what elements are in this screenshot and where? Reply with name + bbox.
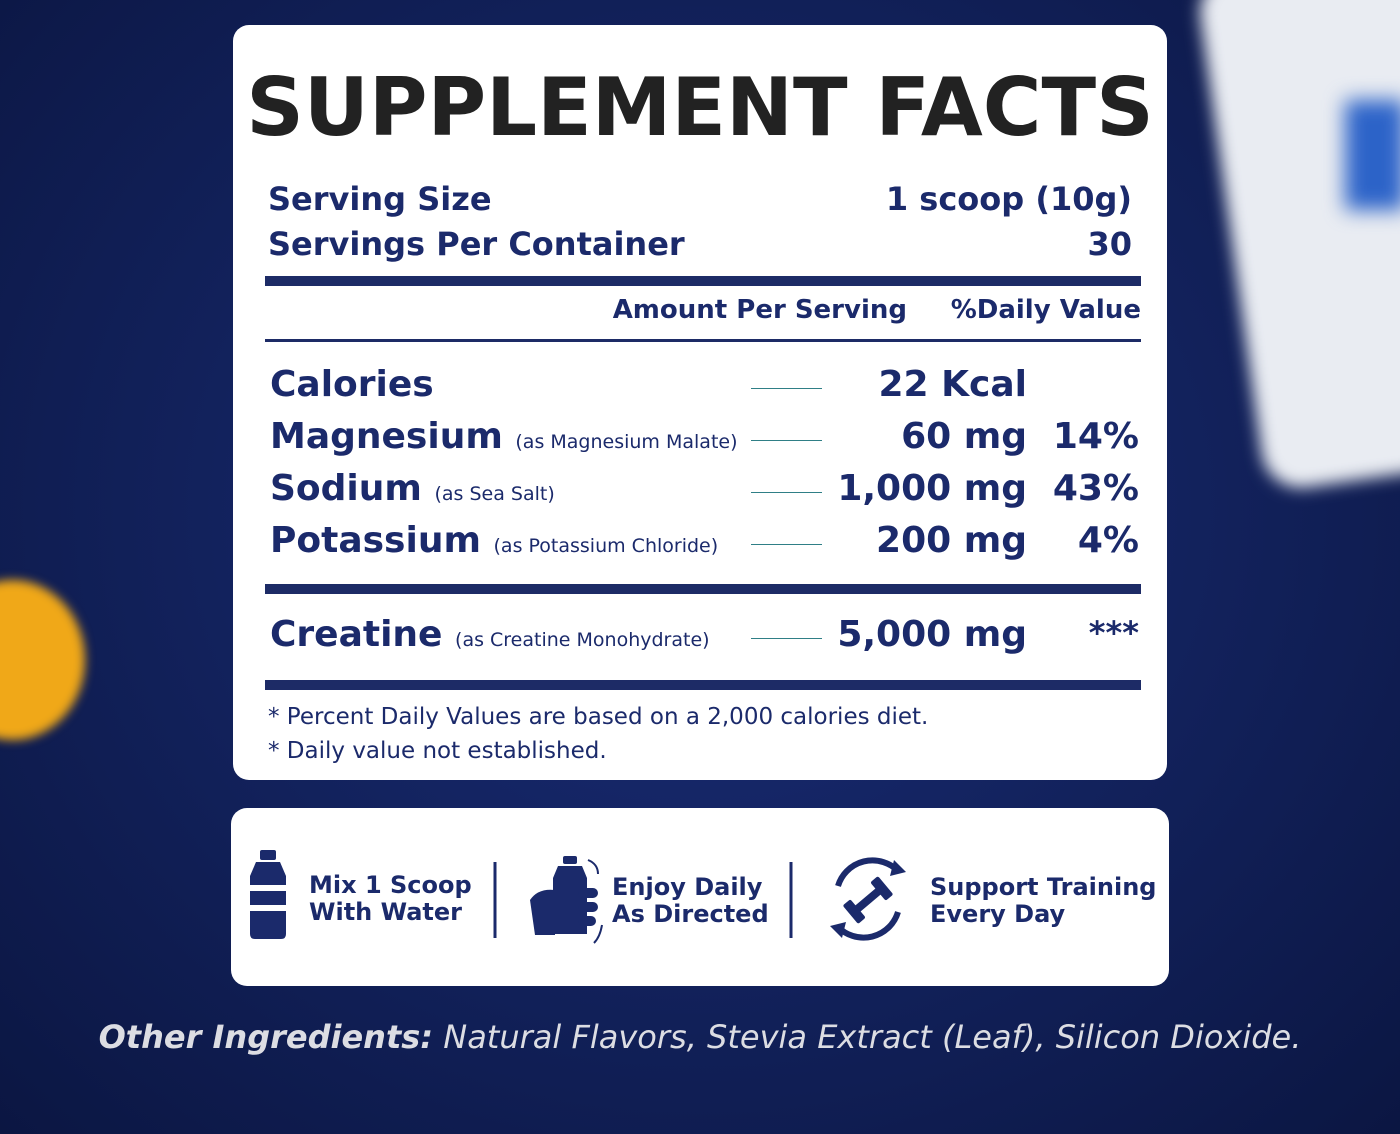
nutrient-source: (as Sea Salt) (434, 483, 555, 505)
thick-rule (265, 584, 1141, 594)
column-header: Amount Per Serving (612, 295, 907, 325)
nutrient-source: (as Magnesium Malate) (515, 431, 738, 453)
dash (751, 440, 822, 441)
jar-logo (1345, 100, 1400, 210)
dash (751, 492, 822, 493)
hand-bottle-icon (530, 856, 603, 944)
feature-text: Enjoy Daily As Directed (612, 874, 769, 928)
training-icon (830, 857, 906, 941)
features-panel (231, 808, 1169, 986)
nutrient-row: Sodium (as Sea Salt) (270, 471, 555, 507)
other-text: Natural Flavors, Stevia Extract (Leaf), … (443, 1018, 1302, 1056)
serving-value: 1 scoop (10g) (885, 180, 1132, 218)
feature-line: With Water (309, 898, 463, 926)
feature-text: Mix 1 Scoop With Water (309, 872, 472, 926)
feature-line: Every Day (930, 900, 1066, 928)
other-label: Other Ingredients: (98, 1018, 434, 1056)
creatine-row: Creatine (as Creatine Monohydrate) (270, 617, 710, 653)
footnote: * Percent Daily Values are based on a 2,… (268, 704, 929, 730)
bottle-icon (250, 850, 290, 939)
nutrient-amount: 60 mg (901, 416, 1027, 457)
feature-line: As Directed (612, 900, 769, 928)
nutrient-row: Magnesium (as Magnesium Malate) (270, 419, 738, 455)
column-header: %Daily Value (950, 295, 1141, 325)
creatine-amount: 5,000 mg (837, 614, 1027, 655)
nutrient-daily: 43% (1052, 468, 1139, 509)
nutrient-amount: 200 mg (876, 520, 1027, 561)
other-ingredients: Other Ingredients: Natural Flavors, Stev… (0, 1021, 1400, 1053)
nutrient-daily: 14% (1052, 416, 1139, 457)
footnote: * Daily value not established. (268, 738, 607, 764)
dash (751, 388, 822, 389)
thin-rule (265, 339, 1141, 342)
nutrient-source: (as Potassium Chloride) (493, 535, 719, 557)
serving-label: Serving Size (268, 180, 492, 218)
nutrient-daily: 4% (1077, 520, 1139, 561)
serving-value: 30 (1087, 225, 1132, 263)
nutrient-name: Sodium (270, 468, 422, 509)
nutrient-name: Calories (270, 364, 434, 405)
thick-rule (265, 680, 1141, 690)
nutrient-amount: 1,000 mg (837, 468, 1027, 509)
feature-line: Enjoy Daily (612, 873, 763, 901)
nutrient-row: Potassium (as Potassium Chloride) (270, 523, 718, 559)
title: SUPPLEMENT FACTS (246, 61, 1154, 154)
nutrient-name: Potassium (270, 520, 481, 561)
nutrient-name: Magnesium (270, 416, 503, 457)
serving-label: Servings Per Container (268, 225, 685, 263)
thick-rule (265, 276, 1141, 286)
nutrient-amount: 22 Kcal (878, 364, 1028, 405)
creatine-source: (as Creatine Monohydrate) (455, 629, 710, 651)
creatine-name: Creatine (270, 614, 443, 655)
facts-panel (233, 25, 1167, 780)
nutrient-name: Calories (270, 367, 434, 403)
dash (751, 544, 822, 545)
dash (751, 638, 822, 639)
feature-line: Mix 1 Scoop (309, 871, 472, 899)
feature-line: Support Training (930, 873, 1157, 901)
feature-text: Support Training Every Day (930, 874, 1156, 928)
creatine-daily: *** (1088, 614, 1139, 652)
